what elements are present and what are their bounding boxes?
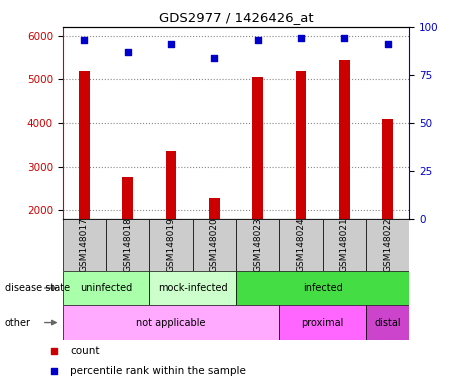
Text: distal: distal [374,318,401,328]
Text: GSM148017: GSM148017 [80,217,89,272]
Text: infected: infected [303,283,342,293]
Text: disease state: disease state [5,283,70,293]
Point [81,37,88,43]
Bar [236,271,409,305]
Point [50,367,57,374]
Bar [366,219,409,271]
Text: GSM148023: GSM148023 [253,217,262,272]
Bar [122,177,133,298]
Text: count: count [70,346,100,356]
Bar [149,219,193,271]
Point [297,35,305,41]
Point [340,35,348,41]
Bar [366,305,409,340]
Bar [339,60,350,298]
Point [124,49,132,55]
Text: other: other [5,318,31,328]
Bar [279,219,323,271]
Point [50,348,57,354]
Title: GDS2977 / 1426426_at: GDS2977 / 1426426_at [159,11,313,24]
Bar [296,71,306,298]
Bar [149,271,236,305]
Bar [63,305,279,340]
Text: GSM148020: GSM148020 [210,217,219,272]
Bar [63,219,106,271]
Bar [252,77,263,298]
Bar [209,199,220,298]
Text: GSM148022: GSM148022 [383,217,392,272]
Text: GSM148021: GSM148021 [340,217,349,272]
Bar [236,219,279,271]
Point [211,55,218,61]
Point [254,37,261,43]
Bar [106,219,149,271]
Text: mock-infected: mock-infected [158,283,227,293]
Bar [166,151,176,298]
Bar [279,305,366,340]
Text: GSM148024: GSM148024 [297,217,306,272]
Bar [79,71,90,298]
Text: percentile rank within the sample: percentile rank within the sample [70,366,246,376]
Bar [63,271,149,305]
Text: not applicable: not applicable [136,318,206,328]
Bar [323,219,366,271]
Text: proximal: proximal [301,318,344,328]
Point [384,41,391,47]
Point [167,41,175,47]
Text: GSM148018: GSM148018 [123,217,132,272]
Text: GSM148019: GSM148019 [166,217,175,272]
Bar [193,219,236,271]
Text: uninfected: uninfected [80,283,132,293]
Bar [382,119,393,298]
